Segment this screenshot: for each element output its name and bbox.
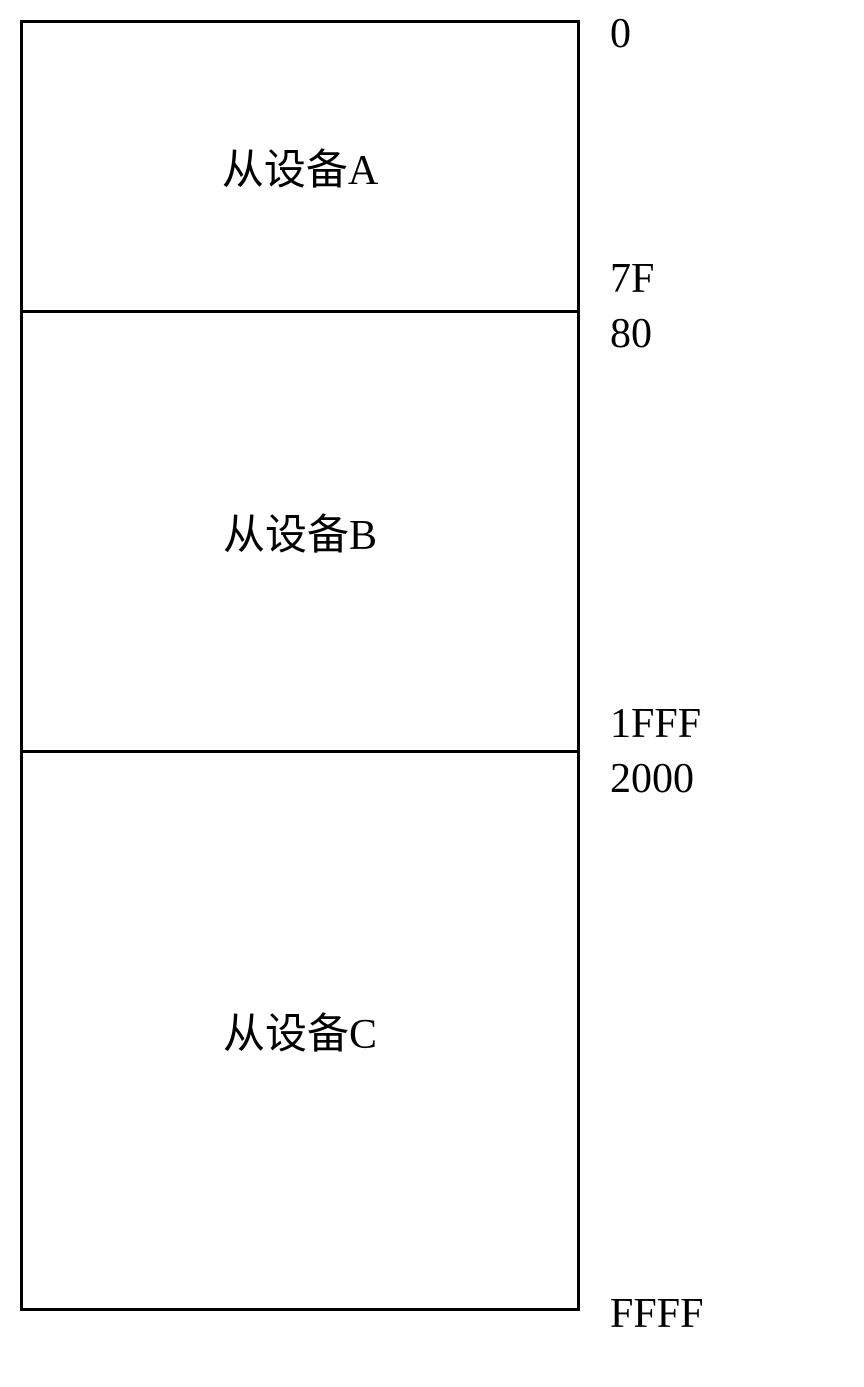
addr-label-0: 0 <box>610 10 631 58</box>
addr-label-2000: 2000 <box>610 755 694 803</box>
block-b-label: 从设备B <box>223 501 377 562</box>
addr-label-1fff: 1FFF <box>610 700 701 748</box>
memory-map-diagram: 从设备A 从设备B 从设备C 0 7F 80 1FFF 2000 FFFF <box>20 20 844 1311</box>
block-slave-c: 从设备C <box>23 753 577 1308</box>
block-slave-b: 从设备B <box>23 313 577 753</box>
addr-label-ffff: FFFF <box>610 1290 703 1338</box>
block-c-label: 从设备C <box>223 1000 377 1061</box>
addr-label-7f: 7F <box>610 255 654 303</box>
block-a-label: 从设备A <box>222 136 378 197</box>
block-slave-a: 从设备A <box>23 23 577 313</box>
memory-map-container: 从设备A 从设备B 从设备C <box>20 20 580 1311</box>
addr-label-80: 80 <box>610 310 652 358</box>
